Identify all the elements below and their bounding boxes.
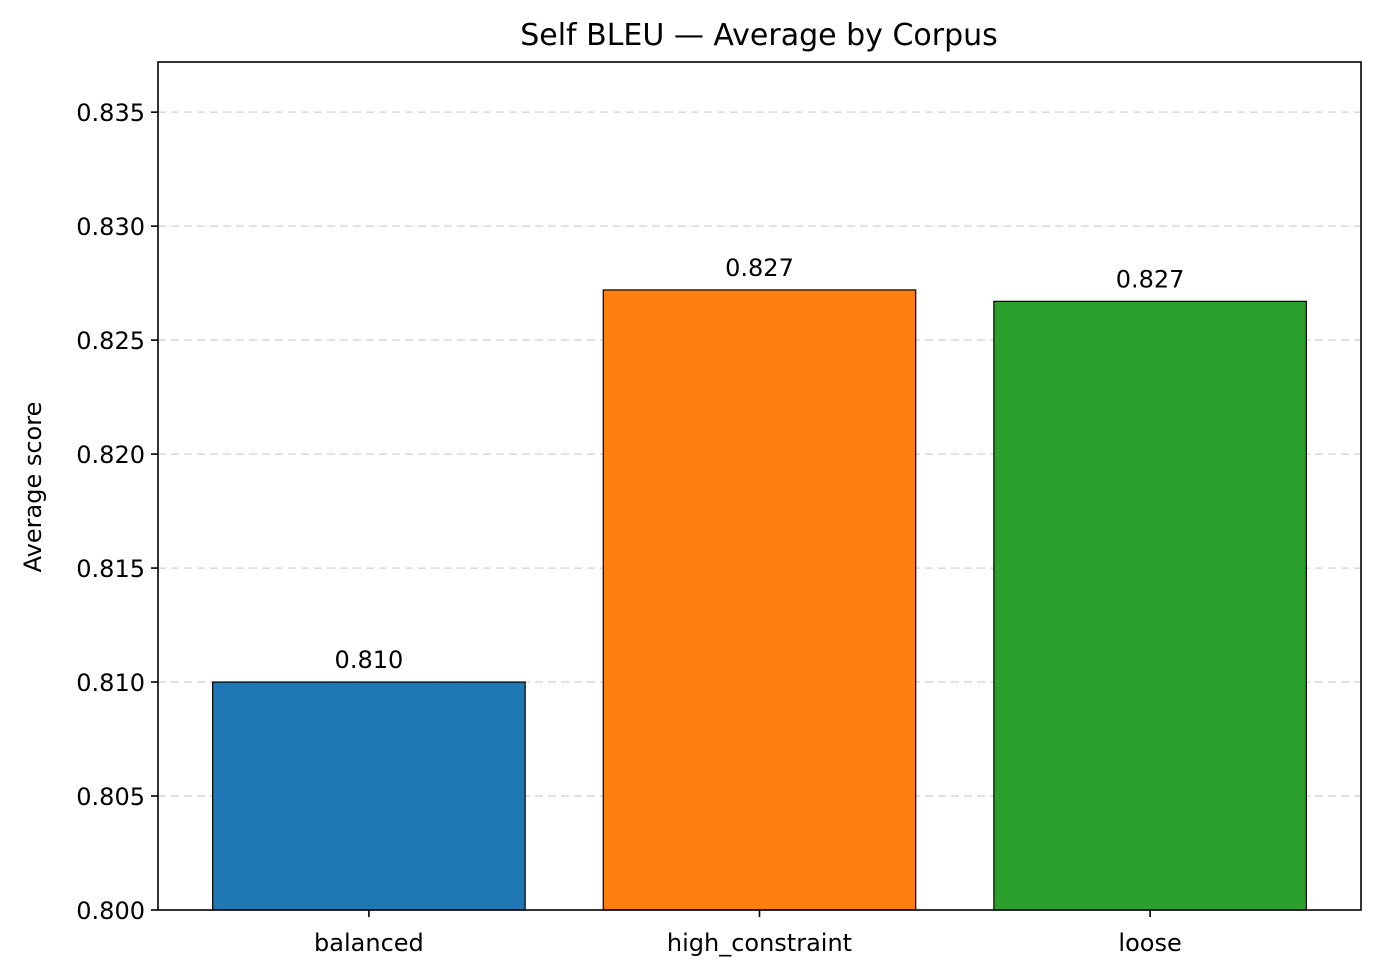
data-label-balanced: 0.810 [335, 646, 404, 674]
data-label-high_constraint: 0.827 [725, 254, 794, 282]
x-axis-ticks: balanced high_constraint loose [314, 910, 1182, 957]
y-tick-label: 0.800 [76, 897, 145, 925]
y-tick-label: 0.805 [76, 783, 145, 811]
y-tick-label: 0.810 [76, 669, 145, 697]
x-tick-label-balanced: balanced [314, 929, 424, 957]
y-tick-label: 0.835 [76, 99, 145, 127]
data-labels: 0.810 0.827 0.827 [335, 254, 1185, 674]
bar-balanced [212, 681, 526, 911]
y-tick-label: 0.825 [76, 327, 145, 355]
bar-loose [993, 300, 1307, 911]
y-axis-ticks: 0.800 0.805 0.810 0.815 0.820 0.825 0.830 0.835 [76, 99, 158, 925]
y-tick-label: 0.830 [76, 213, 145, 241]
y-axis-label: Average score [19, 402, 47, 573]
y-tick-label: 0.815 [76, 555, 145, 583]
chart-title: Self BLEU — Average by Corpus [520, 18, 998, 53]
x-tick-label-loose: loose [1118, 929, 1181, 957]
y-tick-label: 0.820 [76, 441, 145, 469]
plot-area-frame [157, 61, 1362, 911]
bar-high_constraint [602, 289, 917, 911]
data-label-loose: 0.827 [1116, 265, 1185, 293]
x-tick-label-high_constraint: high_constraint [667, 929, 852, 957]
bars [212, 289, 1307, 911]
